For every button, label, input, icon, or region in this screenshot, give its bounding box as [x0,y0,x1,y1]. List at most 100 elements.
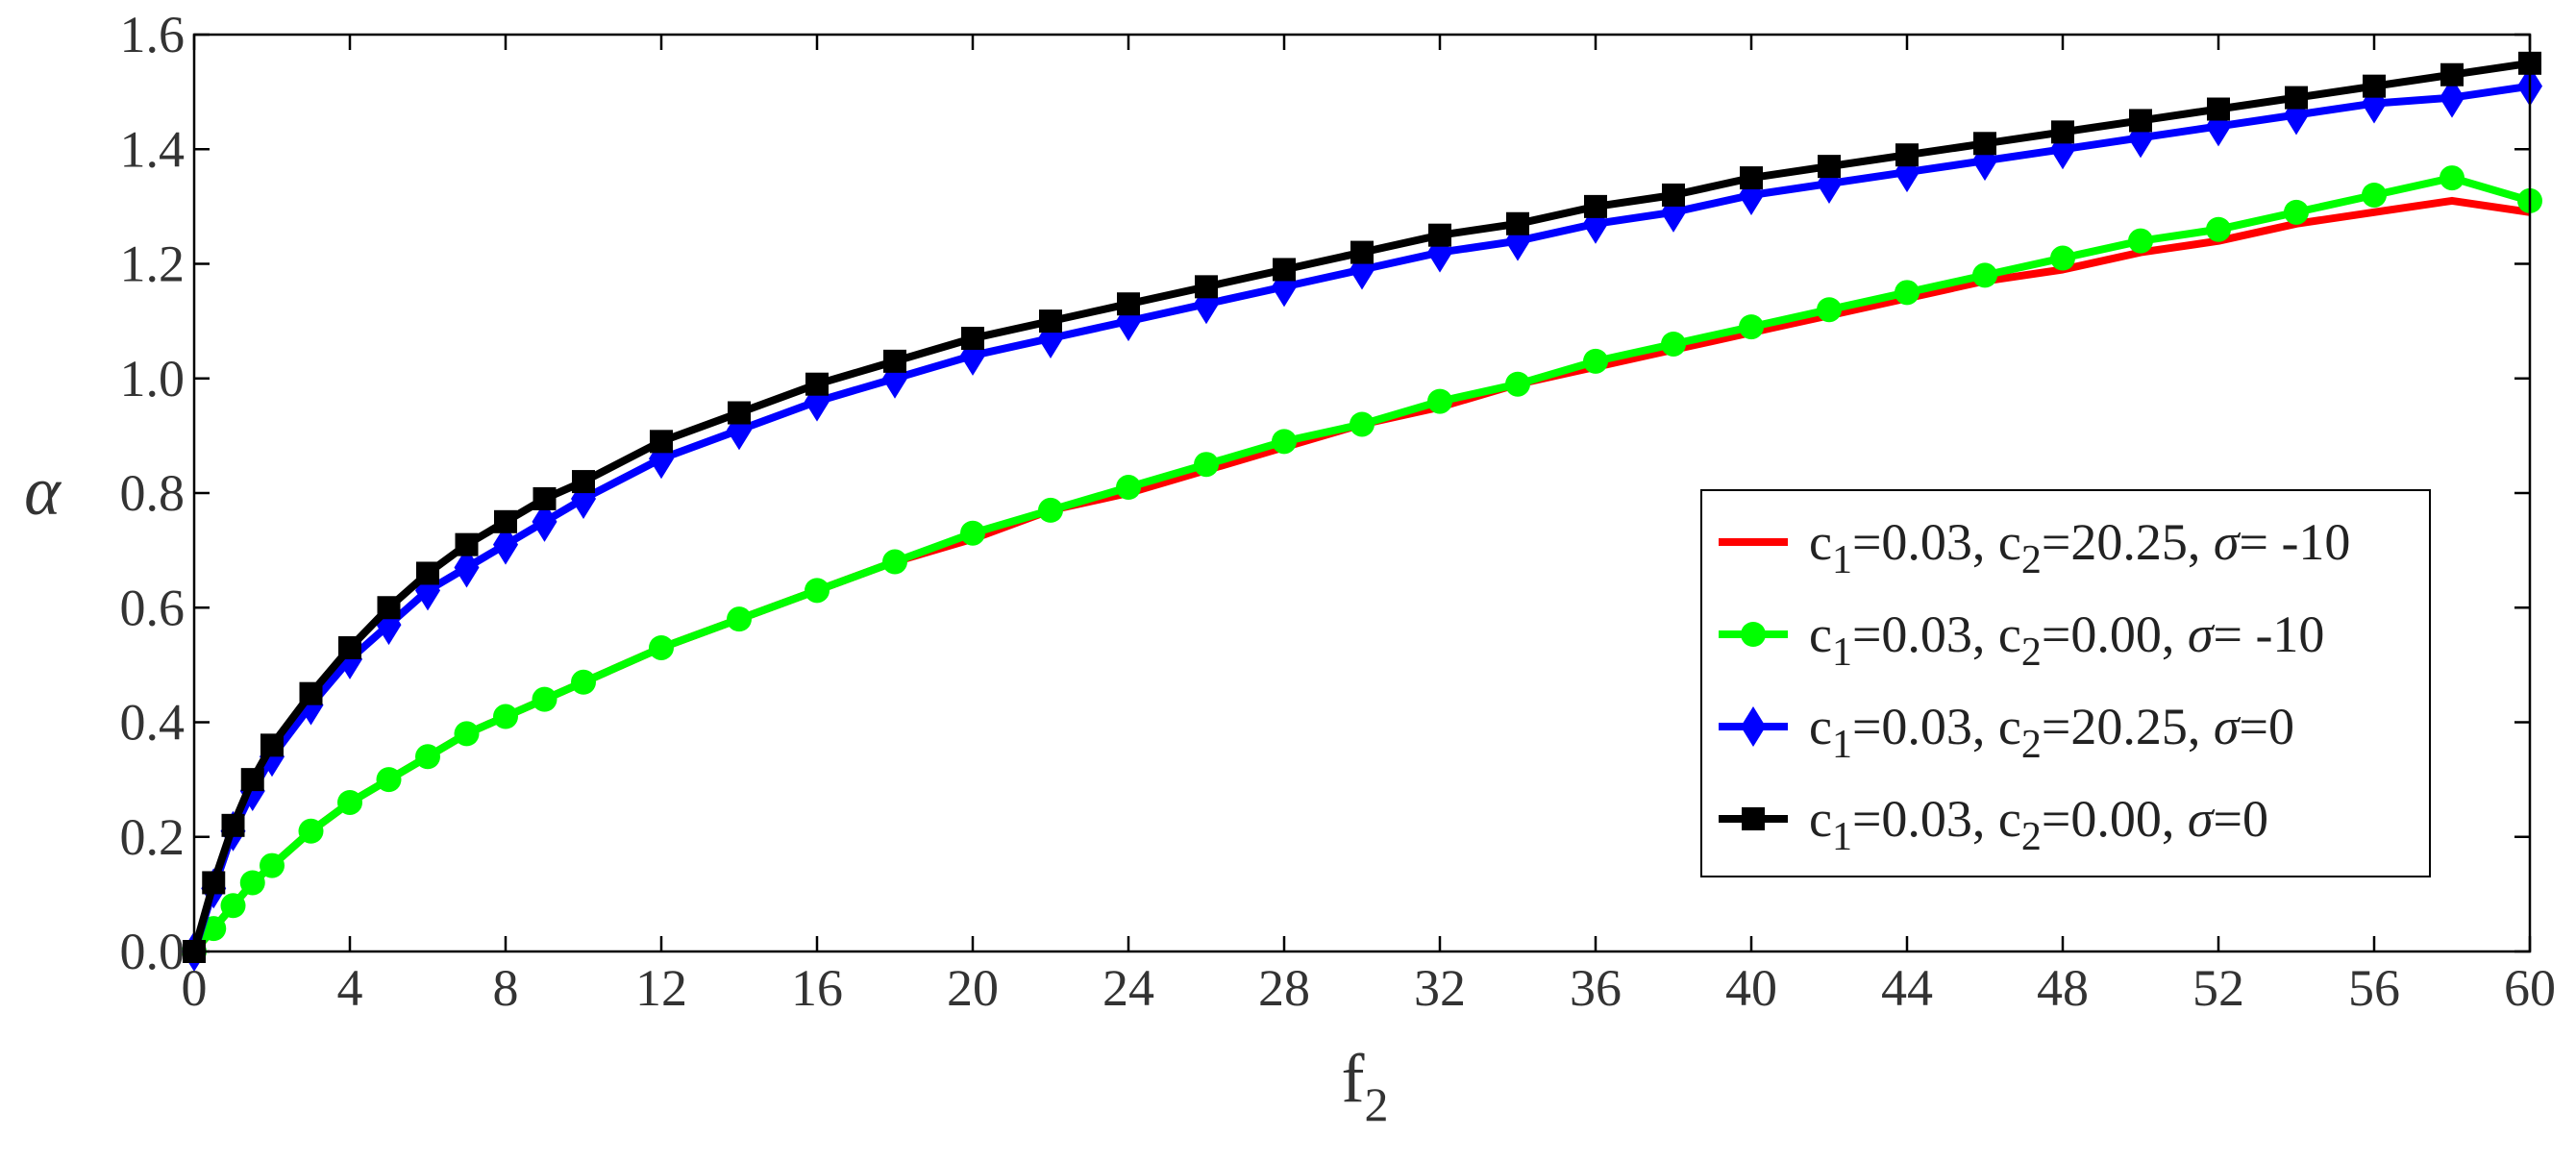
legend-label-part: 1 [1832,538,1852,582]
series-2-point [298,818,324,844]
legend-label-part: =0.03, c [1852,513,2021,571]
legend-label-2: c1=0.03, c2=0.00, σ= -10 [1809,605,2324,675]
x-tick-label: 0 [182,959,208,1017]
series-4-point [494,509,517,533]
series-4-point [1818,155,1841,179]
x-tick-label: 44 [1881,959,1933,1017]
series-4-point [728,401,751,425]
series-2-point [2050,245,2075,271]
legend-label-part: c [1809,513,1832,571]
series-4-point [650,430,673,454]
series-4-point [1506,211,1529,235]
legend-label-part: =0.03, c [1852,790,2021,848]
legend-label-part: =20.25, [2042,698,2214,755]
series-2-point [1972,262,1997,288]
legend-label-part: =0.03, c [1852,605,2021,663]
series-4-point [1273,258,1296,282]
series-2-point [1583,348,1608,374]
series-2-point [1272,429,1297,455]
series-4-point [260,733,284,757]
x-tick-label: 8 [493,959,519,1017]
legend-label-part: =0 [2214,790,2268,848]
series-4-point [1428,223,1451,247]
series-2-point [649,634,674,660]
series-2-point [2440,165,2465,191]
series-2-point [1661,331,1686,357]
legend-label-part: 2 [2021,630,2042,675]
series-4-point [2363,74,2386,98]
series-4-point [240,768,264,792]
x-tick-label: 36 [1570,959,1622,1017]
x-tick-label: 28 [1258,959,1310,1017]
legend-label-part: σ [2188,790,2216,848]
series-2-point [1350,411,1375,437]
y-tick-label: 0.0 [120,923,186,980]
series-2-point [882,549,907,575]
series-2-point [805,578,830,604]
ticks-layer: 0 4 8 12 16 20 24 28 32 36 40 44 48 52 56 600.00.20.40.… [120,6,2557,1017]
series-2-point [2362,182,2387,208]
legend-label-part: =0.03, c [1852,698,2021,755]
y-tick-label: 0.2 [120,808,186,866]
series-2-point [376,767,402,793]
x-tick-label: 60 [2504,959,2556,1017]
series-2-point [532,686,557,712]
legend-swatch-marker-3 [1741,706,1766,747]
series-2-point [1817,297,1842,323]
x-tick-label: 4 [337,959,363,1017]
legend-label-3: c1=0.03, c2=20.25, σ=0 [1809,698,2294,767]
series-4-point [533,486,557,510]
y-tick-label: 1.6 [120,6,186,63]
series-2-point [727,606,752,632]
x-tick-label: 56 [2348,959,2400,1017]
series-2-point [454,721,480,747]
y-tick-label: 0.4 [120,694,186,752]
y-tick-label: 1.0 [120,350,186,408]
legend-label-part: =20.25, [2042,513,2214,571]
legend-label-part: =0 [2240,698,2294,755]
series-4-point [572,470,595,494]
legend-label-part: c [1809,790,1832,848]
x-tick-label: 32 [1414,959,1466,1017]
series-2-point [571,669,596,695]
series-2-point [1116,475,1141,501]
y-tick-label: 0.8 [120,464,186,522]
legend-label-part: 2 [2021,538,2042,582]
legend-label-part: 2 [2021,815,2042,859]
legend-label-part: = -10 [2240,513,2351,571]
legend-label-4: c1=0.03, c2=0.00, σ=0 [1809,790,2268,859]
legend-label-part: =0.00, [2042,790,2188,848]
series-2-point [220,893,246,919]
series-4-point [2285,86,2308,110]
series-3-point [454,547,480,588]
legend-swatch-marker-2 [1741,622,1766,647]
series-4-point [338,635,361,659]
series-4-point [221,813,245,837]
legend-swatch-marker-4 [1742,807,1765,830]
x-axis-label: f2 [1342,1040,1389,1131]
series-3-point [2440,77,2465,118]
x-tick-label: 16 [791,959,843,1017]
series-4-point [1350,240,1374,264]
series-4-point [1740,166,1763,190]
x-tick-label: 12 [635,959,687,1017]
series-4-point [377,596,401,620]
series-4-point [1895,143,1919,167]
series-3-point [1427,232,1452,273]
y-tick-label: 0.6 [120,579,186,636]
series-2-point [239,870,265,896]
series-4-point [1117,292,1140,316]
legend-label-part: =0.00, [2042,605,2188,663]
legend-label-part: 1 [1832,630,1852,675]
series-4-point [805,372,829,396]
series-4-point [1039,309,1062,333]
legend-label-part: = -10 [2214,605,2325,663]
series-2-point [2128,228,2153,254]
series-3-point [532,501,557,542]
legend-label-part: 2 [2021,723,2042,767]
series-2-point [960,520,985,546]
legend-label-part: σ [2214,698,2242,755]
series-4-point [299,681,323,705]
series-2-point [260,852,285,878]
